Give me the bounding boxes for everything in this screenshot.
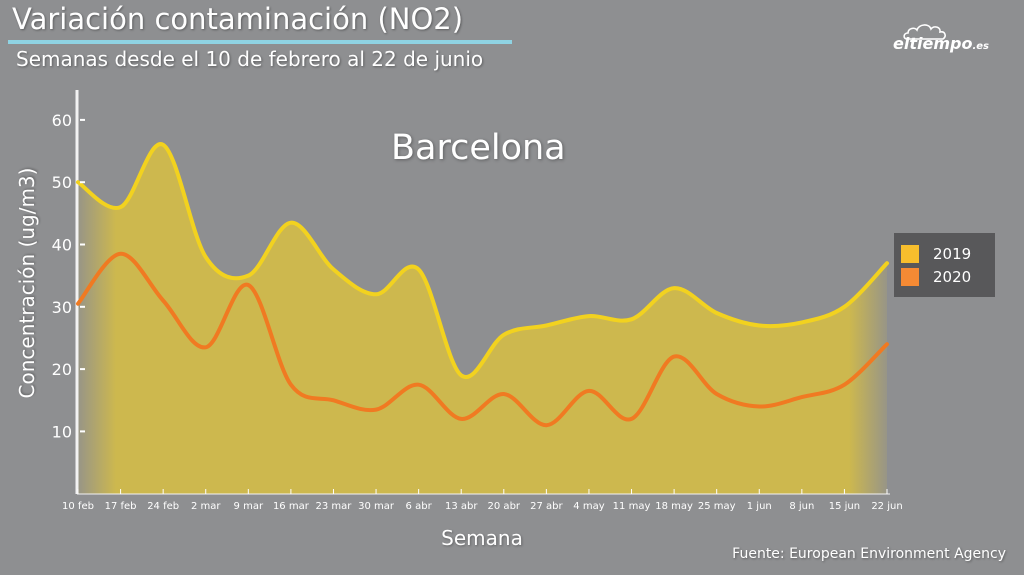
x-tick-label: 4 may [573, 501, 604, 512]
x-tick-label: 8 jun [789, 501, 814, 512]
title-underline [8, 40, 512, 44]
legend-swatch-2019 [901, 245, 919, 263]
x-axis-label: Semana [441, 526, 523, 550]
y-tick-label: 20 [52, 360, 72, 379]
x-tick-label: 15 jun [829, 501, 860, 512]
area-fade-left [78, 150, 116, 494]
x-tick-label: 22 jun [871, 501, 902, 512]
y-axis-label: Concentración (ug/m3) [15, 167, 39, 399]
brand-logo: eltiempo.es [893, 22, 1008, 58]
x-tick-label: 27 abr [530, 501, 563, 512]
chart-main-title: Variación contaminación (NO2) [12, 2, 464, 36]
area-fade-right [849, 240, 887, 494]
x-tick-label: 9 mar [234, 501, 264, 512]
legend-label-2019: 2019 [933, 245, 972, 263]
x-tick-label: 16 mar [273, 501, 310, 512]
legend-swatch-2020 [901, 268, 919, 286]
x-tick-label: 30 mar [358, 501, 395, 512]
x-tick-label: 18 may [655, 501, 693, 512]
chart-legend: 2019 2020 [894, 233, 995, 297]
x-tick-label: 20 abr [488, 501, 521, 512]
x-tick-label: 24 feb [147, 501, 179, 512]
source-note: Fuente: European Environment Agency [732, 546, 1006, 562]
series-line-2020 [76, 251, 889, 428]
chart-title: Barcelona [391, 128, 566, 168]
x-tick-label: 13 abr [445, 501, 478, 512]
y-tick-label: 50 [52, 173, 72, 192]
x-tick-label: 25 may [698, 501, 736, 512]
legend-item-2020: 2020 [901, 267, 971, 287]
y-tick-label: 40 [52, 236, 72, 255]
x-tick-label: 10 feb [62, 501, 94, 512]
x-tick-label: 11 may [613, 501, 651, 512]
chart-subtitle: Semanas desde el 10 de febrero al 22 de … [16, 47, 484, 71]
y-tick-label: 30 [52, 298, 72, 317]
legend-item-2019: 2019 [901, 244, 971, 264]
series-line-2019 [76, 142, 889, 380]
x-tick-label: 23 mar [316, 501, 353, 512]
y-tick-label: 10 [52, 422, 72, 441]
y-tick-label: 60 [52, 111, 72, 130]
x-tick-label: 1 jun [747, 501, 772, 512]
area-2019 [78, 144, 887, 494]
brand-name: eltiempo.es [893, 34, 989, 53]
x-tick-label: 17 feb [105, 501, 137, 512]
cloud-icon [903, 24, 946, 40]
legend-label-2020: 2020 [933, 268, 972, 286]
x-tick-label: 6 abr [406, 501, 433, 512]
x-tick-label: 2 mar [191, 501, 221, 512]
